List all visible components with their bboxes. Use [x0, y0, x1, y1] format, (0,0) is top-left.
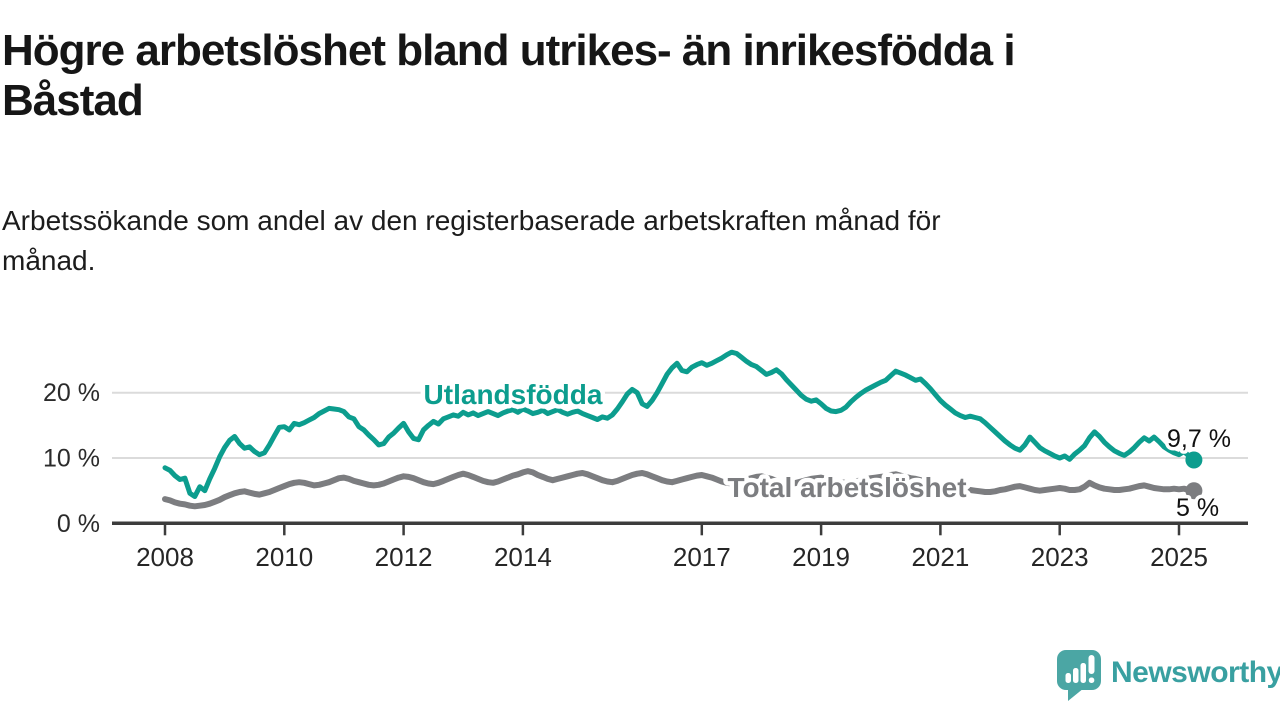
- newsworthy-logo-icon: [1057, 650, 1101, 701]
- x-tick-label-2017: 2017: [673, 542, 731, 572]
- y-tick-label-10: 10 %: [43, 445, 100, 473]
- series-line-total: [162, 468, 1197, 510]
- newsworthy-logo-text: Newsworthy: [1111, 655, 1280, 689]
- unemployment-line-chart: 2008 2010 2012 2014 2017 2019 2021 2023 2025 0 % 1…: [43, 349, 1248, 572]
- page-title: Högre arbetslöshet bland utrikes- än inr…: [2, 26, 1016, 126]
- y-tick-label-20: 20 %: [43, 379, 100, 407]
- series-line-utlandsfodda: [162, 349, 1197, 499]
- end-dot-total: [1185, 482, 1203, 500]
- x-tick-label-2025: 2025: [1150, 542, 1208, 572]
- subtitle-line-2: månad.: [2, 245, 96, 276]
- end-value-utlandsfodda: 9,7 %: [1167, 425, 1231, 453]
- x-tick-label-2019: 2019: [792, 542, 850, 572]
- x-tick-label-2012: 2012: [375, 542, 433, 572]
- newsworthy-logo: Newsworthy: [1056, 649, 1280, 702]
- subtitle-line-1: Arbetssökande som andel av den registerb…: [2, 205, 941, 236]
- series-label-total: Total arbetslöshet: [727, 472, 966, 503]
- end-dot-utlandsfodda: [1185, 451, 1203, 469]
- y-tick-label-0: 0 %: [57, 510, 100, 538]
- series-label-utlandsfodda: Utlandsfödda: [424, 379, 603, 410]
- x-tick-label-2021: 2021: [911, 542, 969, 572]
- chart-subtitle: Arbetssökande som andel av den registerb…: [2, 201, 941, 281]
- title-line-1: Högre arbetslöshet bland utrikes- än inr…: [2, 26, 1016, 75]
- x-tick-label-2010: 2010: [255, 542, 313, 572]
- x-tick-label-2014: 2014: [494, 542, 552, 572]
- x-tick-label-2008: 2008: [136, 542, 194, 572]
- title-line-2: Båstad: [2, 76, 144, 125]
- end-value-total: 5 %: [1176, 494, 1219, 522]
- x-tick-label-2023: 2023: [1031, 542, 1089, 572]
